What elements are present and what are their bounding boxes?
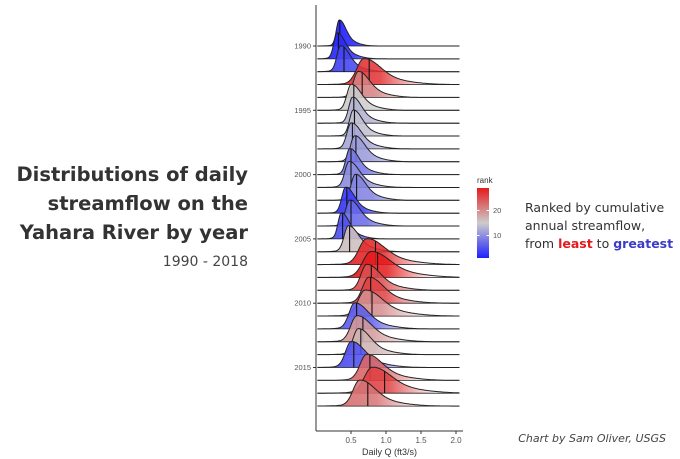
axes-group: 0.5 1.0 1.5 2.0 Daily Q (ft3/s) 1990 1995 2000 2…	[294, 5, 463, 457]
y-tick-label-2000: 2000	[294, 170, 311, 179]
ridge-fill-2017	[317, 367, 460, 394]
y-tick-label-2010: 2010	[294, 299, 311, 308]
legend-tick-label-1: 10	[493, 231, 501, 240]
ridge-fill-2004	[317, 200, 460, 226]
ridge-fill-2010	[317, 277, 460, 304]
y-tick-label-2005: 2005	[294, 234, 311, 243]
ranking-annotation: Ranked by cumulative annual streamflow, …	[525, 199, 673, 253]
ridge-2017	[317, 366, 460, 394]
chart-headline: Distributions of daily streamflow on the…	[8, 160, 249, 247]
x-tick-label-3: 2.0	[450, 436, 462, 445]
ridge-fill-2015	[317, 341, 460, 368]
ridge-outline-2011	[317, 289, 460, 317]
headline-line-3: Yahara River by year	[19, 221, 248, 244]
y-tick-label-1990: 1990	[294, 42, 311, 51]
annotation-least: least	[558, 236, 593, 251]
ridge-1992	[317, 45, 460, 73]
ridges-group	[317, 19, 460, 407]
ridge-fill-2013	[317, 315, 460, 342]
legend-tick-label-0: 20	[493, 206, 501, 215]
annotation-from: from	[525, 236, 559, 251]
annotation-to: to	[592, 236, 614, 251]
ridge-fill-1992	[317, 45, 460, 72]
ridge-fill-2006	[317, 225, 460, 252]
annotation-line-3: from least to greatest	[525, 235, 673, 253]
ridge-2011	[317, 289, 460, 317]
legend-colorbar	[477, 188, 489, 258]
ridge-2015	[317, 341, 460, 368]
ridge-fill-2007	[317, 238, 460, 265]
year-range-subtitle: 1990 - 2018	[162, 254, 248, 270]
ridge-fill-2011	[317, 290, 460, 317]
ridge-fill-2018	[317, 380, 460, 407]
annotation-greatest: greatest	[613, 236, 674, 251]
legend-group: rank 20 10	[477, 176, 501, 258]
ridge-outline-2007	[317, 238, 460, 266]
chart-credit: Chart by Sam Oliver, USGS	[518, 432, 666, 445]
x-tick-label-1: 1.0	[380, 436, 392, 445]
ridge-outline-1993	[317, 58, 460, 85]
ridge-fill-2009	[317, 264, 460, 291]
annotation-line-1: Ranked by cumulative	[525, 200, 665, 215]
ridge-2010	[317, 276, 460, 304]
legend-title: rank	[477, 176, 494, 185]
y-tick-label-2015: 2015	[294, 363, 311, 372]
y-tick-label-1995: 1995	[294, 106, 311, 115]
ridge-fill-1991	[317, 32, 460, 59]
ridge-2018	[317, 379, 460, 407]
ridge-fill-1990	[317, 20, 460, 46]
ridge-fill-1993	[317, 58, 460, 85]
x-tick-label-2: 1.5	[415, 436, 427, 445]
annotation-line-2: annual streamflow,	[525, 218, 646, 233]
x-tick-label-0: 0.5	[345, 436, 357, 445]
headline-line-2: streamflow on the	[47, 192, 248, 215]
headline-line-1: Distributions of daily	[16, 163, 249, 186]
ridge-fill-2008	[317, 251, 460, 278]
x-axis-label: Daily Q (ft3/s)	[362, 447, 417, 457]
